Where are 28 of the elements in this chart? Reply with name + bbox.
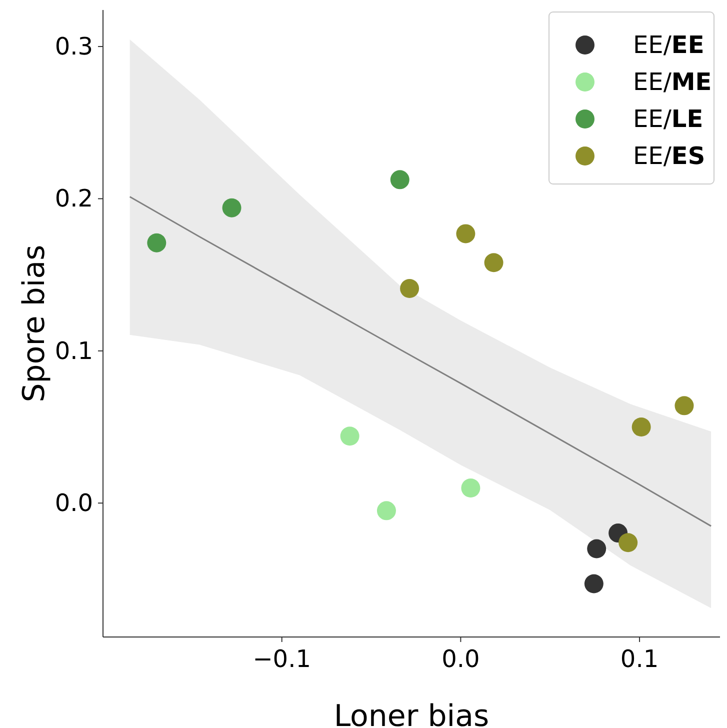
y-tick-label: 0.3 (54, 32, 93, 61)
legend-label: EE/LE (633, 105, 704, 133)
point (587, 539, 606, 558)
point (147, 233, 166, 252)
legend-label: EE/ES (633, 142, 706, 170)
line-series (129, 196, 712, 527)
point (618, 533, 638, 552)
point (456, 224, 476, 244)
point (584, 574, 604, 594)
legend-label: EE/ME (633, 68, 712, 96)
y-tick-label: 0.2 (54, 184, 93, 213)
point (400, 279, 420, 298)
x-tick-label: 0.1 (620, 645, 659, 673)
point (390, 170, 410, 190)
y-axis-title: Spore bias (17, 244, 52, 402)
x-tick-label: 0.0 (442, 645, 480, 673)
point (461, 478, 480, 498)
point (674, 396, 694, 416)
point (376, 501, 396, 520)
legend-label: EE/EE (633, 31, 704, 59)
point (222, 198, 242, 218)
y-tick-label: 0.0 (54, 489, 93, 518)
point (484, 253, 504, 272)
x-tick-label: −0.1 (252, 645, 311, 673)
point (340, 426, 360, 446)
x-axis-title: Loner bias (334, 699, 490, 728)
point (632, 418, 651, 436)
y-tick-label: 0.1 (54, 336, 93, 365)
